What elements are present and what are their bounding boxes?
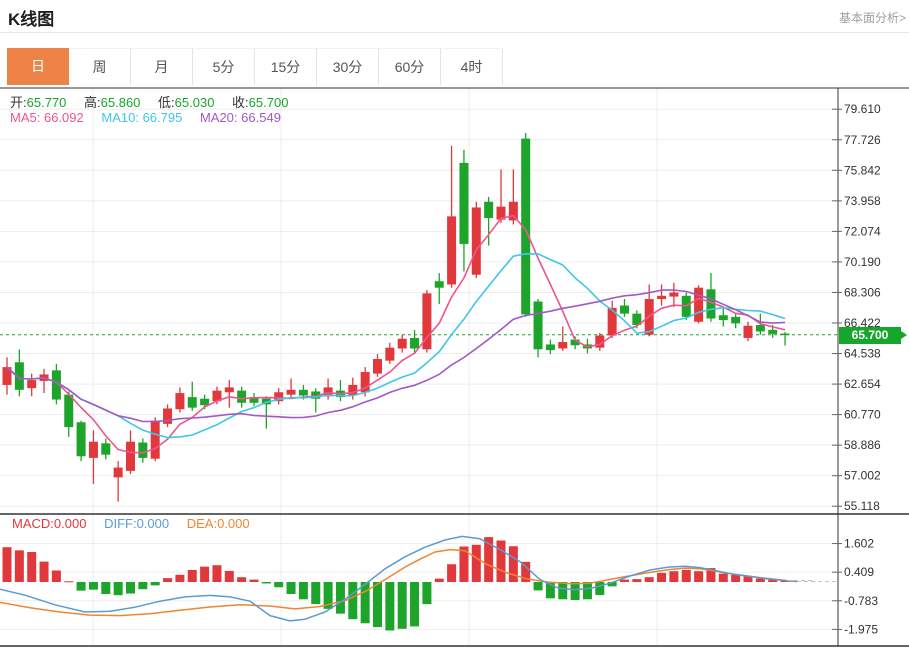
macd-label: MACD: [12, 516, 54, 531]
candle-series [2, 132, 790, 502]
y-axis-label: 70.190 [844, 255, 881, 269]
tab-15分[interactable]: 15分 [255, 48, 317, 85]
y-axis-label: 68.306 [844, 285, 881, 299]
tab-5分[interactable]: 5分 [193, 48, 255, 85]
high-label: 高: [84, 95, 101, 110]
close-label: 收: [232, 95, 249, 110]
tab-60分[interactable]: 60分 [379, 48, 441, 85]
panel-borders [0, 87, 909, 647]
ma5-value: 66.092 [43, 110, 84, 125]
y-axis-label: 58.886 [844, 438, 881, 452]
dea-value: 0.000 [217, 516, 250, 531]
diff-value: 0.000 [136, 516, 170, 531]
y-axis-label: 62.654 [844, 377, 881, 391]
low-label: 低: [158, 95, 175, 110]
fundamental-analysis-link[interactable]: 基本面分析> [838, 11, 906, 25]
macd-histogram [2, 537, 790, 631]
tab-30分[interactable]: 30分 [317, 48, 379, 85]
y-axis-label: 57.002 [844, 469, 881, 483]
y-axis-label: -1.975 [844, 622, 878, 636]
open-label: 开: [10, 95, 27, 110]
y-axis-label: 55.118 [844, 499, 880, 513]
low-value: 65.030 [174, 95, 215, 110]
macd-readout: MACD:0.000 DIFF:0.000 DEA:0.000 [12, 516, 264, 531]
ma10-value: 66.795 [142, 110, 183, 125]
y-axis-label: 73.958 [844, 194, 881, 208]
current-price-tag: 65.700 [839, 327, 907, 344]
y-axis-label: -0.783 [844, 594, 878, 608]
y-axis-label: 0.409 [844, 565, 874, 579]
y-axis-label: 66.422 [844, 316, 881, 330]
dea-line [0, 548, 788, 617]
gridlines [0, 88, 838, 646]
ma20-line [6, 289, 786, 423]
page-title: K线图 [8, 10, 55, 29]
ma5-line [6, 214, 786, 454]
diff-label: DIFF: [104, 516, 137, 531]
ohlc-readout: 开:65.770 高:65.860 低:65.030 收:65.700 [10, 92, 302, 111]
ma-readout: MA5: 66.092 MA10: 66.795 MA20: 66.549 [10, 110, 295, 125]
y-axis-label: 1.602 [844, 537, 874, 551]
tab-日[interactable]: 日 [7, 48, 69, 85]
y-axis-label: 72.074 [844, 224, 881, 238]
y-axis-labels: 79.610 77.726 75.842 73.958 72.074 70.190 68.3… [832, 102, 881, 636]
ma20-label: MA20: [199, 110, 238, 125]
tab-周[interactable]: 周 [69, 48, 131, 85]
open-value: 65.770 [26, 95, 67, 110]
dea-label: DEA: [186, 516, 218, 531]
close-value: 65.700 [248, 95, 289, 110]
y-axis-label: 75.842 [844, 163, 881, 177]
ma10-line [6, 253, 786, 439]
y-axis-label: 60.770 [844, 408, 881, 422]
y-axis-label: 79.610 [844, 102, 881, 116]
macd-value: 0.000 [53, 516, 87, 531]
high-value: 65.860 [100, 95, 141, 110]
ma5-label: MA5: [10, 110, 41, 125]
y-axis-label: 77.726 [844, 133, 881, 147]
period-tabbar: 日周月 5分 15分 30分 60分 4时 [7, 48, 503, 85]
page-header: K线图 基本面分析> [0, 0, 909, 33]
y-axis-label: 64.538 [844, 347, 881, 361]
diff-line [0, 535, 798, 622]
ma20-value: 66.549 [241, 110, 281, 125]
ma10-label: MA10: [101, 110, 139, 125]
tab-4时[interactable]: 4时 [441, 48, 503, 85]
tab-月[interactable]: 月 [131, 48, 193, 85]
